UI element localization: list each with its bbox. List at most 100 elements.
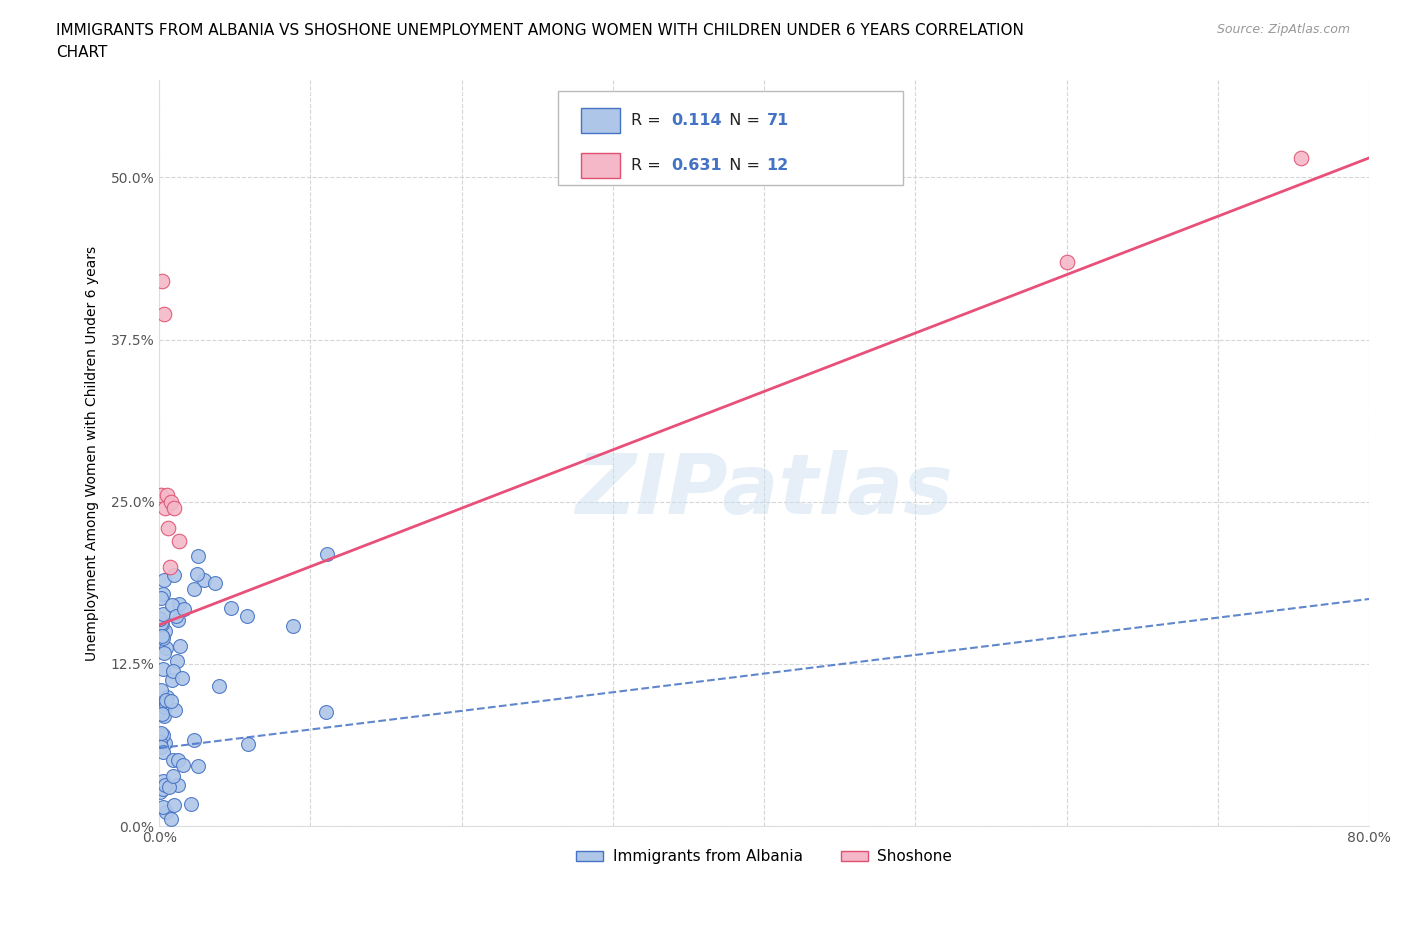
Point <box>165 608 187 623</box>
Point <box>150 707 173 722</box>
Point <box>193 572 215 587</box>
Point <box>187 549 209 564</box>
Point <box>152 306 174 321</box>
Point <box>155 689 177 704</box>
Point <box>170 671 193 685</box>
Point <box>152 697 174 711</box>
Text: 12: 12 <box>766 158 789 173</box>
Point <box>152 606 174 621</box>
Point <box>160 812 183 827</box>
Point <box>186 566 208 581</box>
Text: R =: R = <box>631 113 666 128</box>
Point <box>155 699 177 714</box>
Text: Source: ZipAtlas.com: Source: ZipAtlas.com <box>1216 23 1350 36</box>
Point <box>169 597 191 612</box>
Point <box>150 273 173 288</box>
Text: CHART: CHART <box>56 45 108 60</box>
Point <box>162 768 184 783</box>
Point <box>150 739 173 754</box>
Point <box>159 559 181 574</box>
Point <box>183 581 205 596</box>
Text: IMMIGRANTS FROM ALBANIA VS SHOSHONE UNEMPLOYMENT AMONG WOMEN WITH CHILDREN UNDER: IMMIGRANTS FROM ALBANIA VS SHOSHONE UNEM… <box>56 23 1024 38</box>
Point <box>153 709 176 724</box>
Point <box>150 682 173 697</box>
FancyBboxPatch shape <box>558 91 903 184</box>
Text: N =: N = <box>720 113 765 128</box>
Point <box>160 694 183 709</box>
Point <box>152 573 174 588</box>
Point <box>149 784 172 799</box>
Point <box>238 737 260 751</box>
Point <box>169 638 191 653</box>
Point <box>180 796 202 811</box>
Point <box>153 778 176 793</box>
Text: 71: 71 <box>766 113 789 128</box>
Point <box>162 753 184 768</box>
Point <box>149 616 172 631</box>
Point <box>152 728 174 743</box>
Point <box>187 758 209 773</box>
Point <box>150 629 173 644</box>
Point <box>221 601 243 616</box>
Text: ZIPatlas: ZIPatlas <box>575 450 953 531</box>
Point <box>149 487 172 502</box>
Point <box>163 500 186 515</box>
Point <box>167 752 190 767</box>
Point <box>1289 151 1312 166</box>
Point <box>149 611 172 626</box>
Point <box>207 679 229 694</box>
Point <box>204 576 226 591</box>
Text: R =: R = <box>631 158 666 173</box>
Point <box>162 798 184 813</box>
Point <box>155 697 177 711</box>
Point <box>149 734 172 749</box>
Point <box>315 704 337 719</box>
Point <box>163 568 186 583</box>
Point <box>166 777 188 792</box>
Point <box>172 757 194 772</box>
Point <box>152 774 174 789</box>
Point <box>166 654 188 669</box>
Point <box>160 494 183 509</box>
Point <box>149 612 172 627</box>
Point <box>152 745 174 760</box>
Point <box>152 587 174 602</box>
Point <box>167 533 190 548</box>
Y-axis label: Unemployment Among Women with Children Under 6 years: Unemployment Among Women with Children U… <box>86 246 100 660</box>
Point <box>152 631 174 645</box>
Point <box>152 661 174 676</box>
Point <box>155 805 177 820</box>
Point <box>152 799 174 814</box>
FancyBboxPatch shape <box>582 153 620 178</box>
Point <box>1056 254 1078 269</box>
Point <box>150 617 173 631</box>
Point <box>155 692 177 707</box>
Point <box>152 781 174 796</box>
FancyBboxPatch shape <box>582 108 620 133</box>
Legend: Immigrants from Albania, Shoshone: Immigrants from Albania, Shoshone <box>569 844 959 870</box>
Point <box>156 487 179 502</box>
Point <box>162 598 184 613</box>
Point <box>153 624 176 639</box>
Point <box>149 725 172 740</box>
Point <box>149 591 172 605</box>
Point <box>315 546 337 561</box>
Point <box>148 611 170 626</box>
Point <box>173 601 195 616</box>
Text: 0.631: 0.631 <box>671 158 721 173</box>
Text: 0.114: 0.114 <box>671 113 721 128</box>
Text: N =: N = <box>720 158 765 173</box>
Point <box>153 736 176 751</box>
Point <box>155 641 177 656</box>
Point <box>157 520 180 535</box>
Point <box>160 672 183 687</box>
Point <box>167 613 190 628</box>
Point <box>153 645 176 660</box>
Point <box>162 663 184 678</box>
Point <box>236 608 259 623</box>
Point <box>165 702 187 717</box>
Point <box>281 618 304 633</box>
Point <box>153 500 176 515</box>
Point <box>183 733 205 748</box>
Point <box>159 779 181 794</box>
